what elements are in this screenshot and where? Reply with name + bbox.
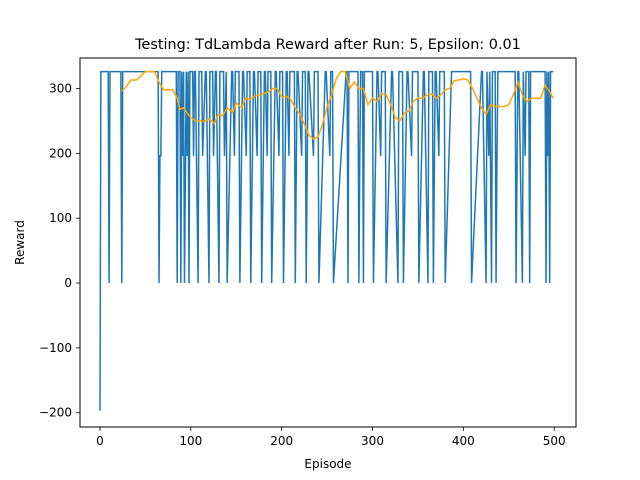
y-axis-label: Reward [13,220,27,265]
y-tick-label: 0 [64,276,72,290]
y-tick-label: −100 [39,341,72,355]
x-tick-label: 400 [452,434,475,448]
y-tick-label: 300 [49,81,72,95]
plot-series [99,70,554,411]
x-tick-label: 500 [543,434,566,448]
x-axis-label: Episode [304,457,351,471]
chart-title: Testing: TdLambda Reward after Run: 5, E… [134,37,521,53]
y-axis: −200 −100 0 100 200 300 [39,81,80,420]
y-tick-label: −200 [39,406,72,420]
x-tick-label: 200 [270,434,293,448]
reward-line [99,70,554,411]
y-tick-label: 100 [49,211,72,225]
average-line [121,70,554,140]
axes-frame [79,57,577,428]
y-tick-label: 200 [49,146,72,160]
x-tick-label: 0 [96,434,104,448]
x-tick-label: 300 [361,434,384,448]
x-axis: 0 100 200 300 400 500 [96,427,566,448]
x-tick-label: 100 [179,434,202,448]
